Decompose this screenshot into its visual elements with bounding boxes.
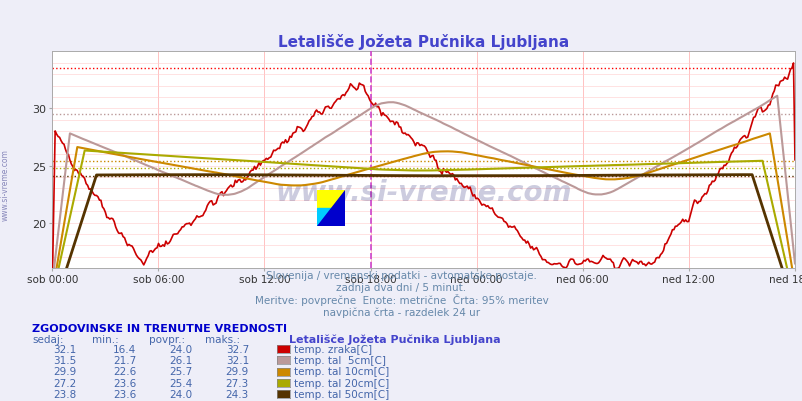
- Text: temp. tal  5cm[C]: temp. tal 5cm[C]: [294, 355, 386, 365]
- Text: 16.4: 16.4: [113, 344, 136, 354]
- Text: 24.3: 24.3: [225, 389, 249, 399]
- Text: 25.4: 25.4: [169, 378, 192, 388]
- Text: Letališče Jožeta Pučnika Ljubljana: Letališče Jožeta Pučnika Ljubljana: [289, 333, 500, 344]
- Text: temp. tal 20cm[C]: temp. tal 20cm[C]: [294, 378, 389, 388]
- Text: sedaj:: sedaj:: [32, 334, 63, 344]
- Text: navpična črta - razdelek 24 ur: navpična črta - razdelek 24 ur: [322, 306, 480, 317]
- Text: 23.6: 23.6: [113, 389, 136, 399]
- Text: zadnja dva dni / 5 minut.: zadnja dva dni / 5 minut.: [336, 283, 466, 293]
- Text: temp. tal 50cm[C]: temp. tal 50cm[C]: [294, 389, 389, 399]
- Text: www.si-vreme.com: www.si-vreme.com: [275, 179, 571, 207]
- Text: 32.1: 32.1: [225, 355, 249, 365]
- Bar: [317, 190, 345, 209]
- Text: ZGODOVINSKE IN TRENUTNE VREDNOSTI: ZGODOVINSKE IN TRENUTNE VREDNOSTI: [32, 323, 287, 333]
- Text: 23.6: 23.6: [113, 378, 136, 388]
- Text: 27.3: 27.3: [225, 378, 249, 388]
- Text: 29.9: 29.9: [53, 367, 76, 377]
- Text: min.:: min.:: [92, 334, 119, 344]
- Text: www.si-vreme.com: www.si-vreme.com: [0, 149, 10, 220]
- Text: temp. zraka[C]: temp. zraka[C]: [294, 344, 371, 354]
- Text: Slovenija / vremenski podatki - avtomatske postaje.: Slovenija / vremenski podatki - avtomats…: [265, 271, 537, 281]
- Text: 32.1: 32.1: [53, 344, 76, 354]
- Text: 31.5: 31.5: [53, 355, 76, 365]
- Text: povpr.:: povpr.:: [148, 334, 184, 344]
- Text: 29.9: 29.9: [225, 367, 249, 377]
- Text: 24.0: 24.0: [169, 389, 192, 399]
- Text: maks.:: maks.:: [205, 334, 240, 344]
- Text: 24.0: 24.0: [169, 344, 192, 354]
- Polygon shape: [317, 190, 345, 227]
- Text: 23.8: 23.8: [53, 389, 76, 399]
- Text: 22.6: 22.6: [113, 367, 136, 377]
- Text: 27.2: 27.2: [53, 378, 76, 388]
- Text: temp. tal 10cm[C]: temp. tal 10cm[C]: [294, 367, 389, 377]
- Text: 32.7: 32.7: [225, 344, 249, 354]
- Text: 25.7: 25.7: [169, 367, 192, 377]
- Title: Letališče Jožeta Pučnika Ljubljana: Letališče Jožeta Pučnika Ljubljana: [277, 34, 569, 50]
- Text: 26.1: 26.1: [169, 355, 192, 365]
- Text: Meritve: povprečne  Enote: metrične  Črta: 95% meritev: Meritve: povprečne Enote: metrične Črta:…: [254, 293, 548, 305]
- Text: 21.7: 21.7: [113, 355, 136, 365]
- Bar: [317, 209, 345, 227]
